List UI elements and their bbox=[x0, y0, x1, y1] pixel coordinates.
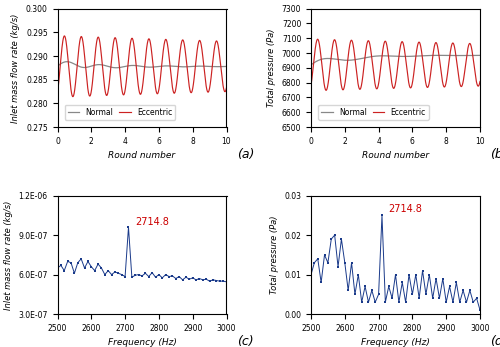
Y-axis label: Total pressure (Pa): Total pressure (Pa) bbox=[267, 28, 276, 107]
X-axis label: Round number: Round number bbox=[108, 151, 176, 160]
Eccentric bbox=[70, 95, 76, 99]
Eccentric bbox=[219, 74, 225, 78]
Text: (d): (d) bbox=[490, 335, 500, 347]
Text: (c): (c) bbox=[236, 335, 254, 347]
Y-axis label: Inlet mass flow rate (kg/s): Inlet mass flow rate (kg/s) bbox=[12, 13, 20, 122]
Normal bbox=[132, 64, 138, 68]
Line: Normal: Normal bbox=[58, 62, 226, 68]
Normal bbox=[188, 65, 194, 69]
Normal bbox=[63, 60, 69, 64]
Eccentric bbox=[323, 88, 329, 92]
Normal bbox=[472, 53, 478, 58]
Normal bbox=[64, 60, 70, 64]
Eccentric bbox=[316, 44, 322, 49]
Eccentric bbox=[132, 56, 138, 60]
Eccentric bbox=[386, 58, 392, 62]
Normal bbox=[218, 65, 224, 69]
Eccentric bbox=[63, 40, 69, 44]
Normal bbox=[137, 64, 143, 68]
Eccentric bbox=[54, 90, 60, 94]
Y-axis label: Total pressure (Pa): Total pressure (Pa) bbox=[270, 215, 278, 294]
Eccentric bbox=[477, 79, 483, 84]
Eccentric bbox=[137, 92, 143, 96]
Legend: Normal, Eccentric: Normal, Eccentric bbox=[318, 104, 428, 120]
Normal bbox=[54, 64, 60, 68]
Eccentric bbox=[308, 83, 314, 87]
Normal bbox=[441, 53, 447, 58]
Normal bbox=[436, 53, 442, 58]
Y-axis label: Inlet mass flow rate (kg/s): Inlet mass flow rate (kg/s) bbox=[4, 200, 13, 310]
X-axis label: Frequency (Hz): Frequency (Hz) bbox=[108, 338, 176, 347]
Eccentric bbox=[62, 34, 68, 38]
Eccentric bbox=[224, 86, 230, 90]
Eccentric bbox=[390, 86, 396, 90]
Normal bbox=[219, 65, 225, 69]
Eccentric bbox=[472, 73, 478, 77]
Eccentric bbox=[314, 37, 320, 41]
Normal bbox=[308, 63, 314, 67]
Normal bbox=[386, 54, 392, 58]
X-axis label: Frequency (Hz): Frequency (Hz) bbox=[361, 338, 430, 347]
Normal bbox=[477, 53, 483, 58]
Line: Eccentric: Eccentric bbox=[311, 39, 480, 90]
Eccentric bbox=[441, 85, 447, 89]
Normal bbox=[224, 64, 230, 68]
Text: 2714.8: 2714.8 bbox=[135, 217, 169, 227]
Line: Normal: Normal bbox=[311, 56, 480, 65]
Normal bbox=[390, 54, 396, 58]
Text: (a): (a) bbox=[236, 148, 254, 161]
Eccentric bbox=[472, 72, 478, 76]
Text: 2714.8: 2714.8 bbox=[388, 204, 422, 214]
Normal bbox=[472, 53, 478, 58]
Eccentric bbox=[188, 90, 194, 94]
Eccentric bbox=[218, 73, 224, 77]
X-axis label: Round number: Round number bbox=[362, 151, 429, 160]
Legend: Normal, Eccentric: Normal, Eccentric bbox=[64, 104, 175, 120]
Text: (b): (b) bbox=[490, 148, 500, 161]
Normal bbox=[113, 66, 119, 70]
Normal bbox=[316, 58, 322, 62]
Line: Eccentric: Eccentric bbox=[58, 36, 226, 97]
